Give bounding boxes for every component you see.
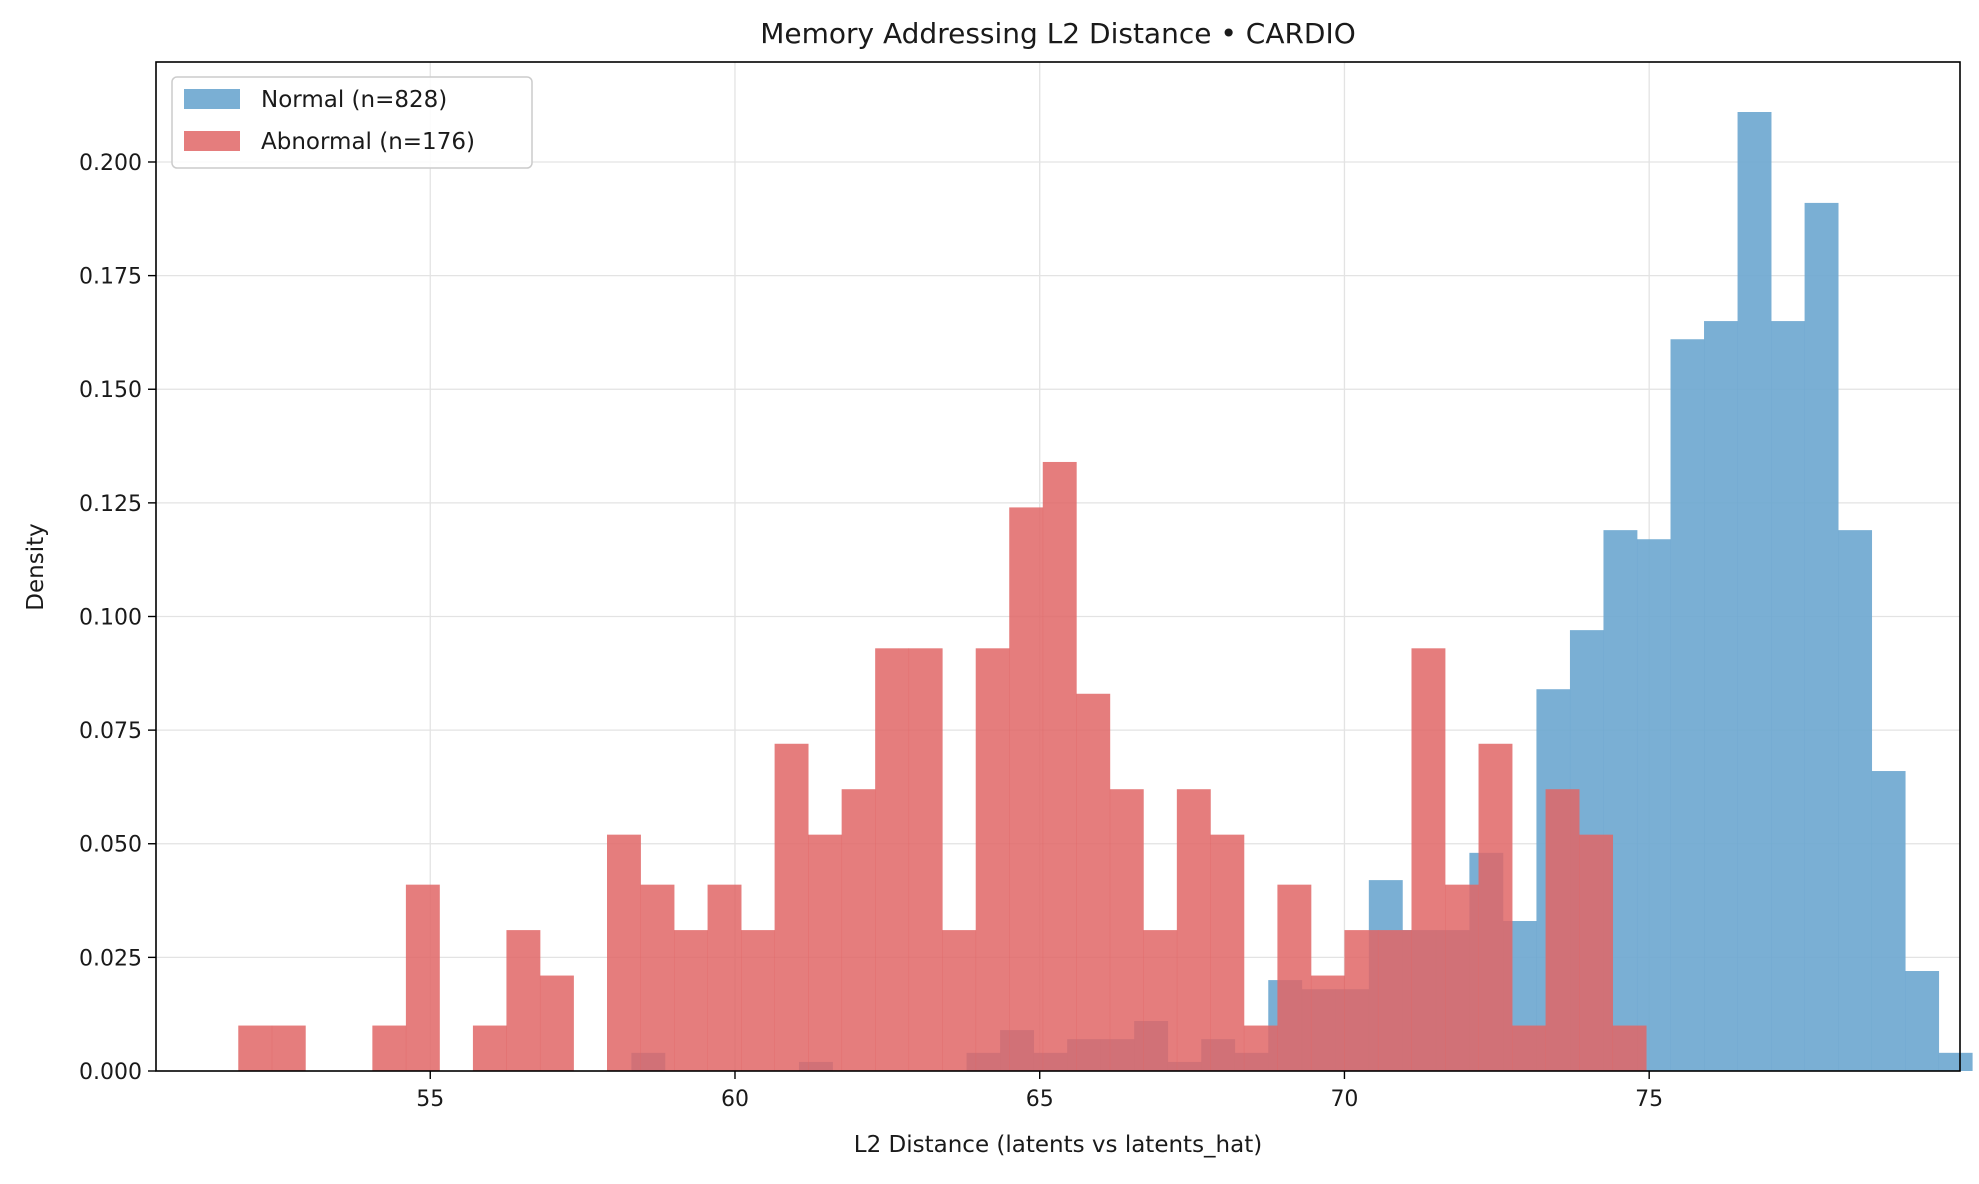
bar-abnormal xyxy=(1512,1025,1546,1071)
bar-abnormal xyxy=(674,930,708,1071)
bar-abnormal xyxy=(238,1025,273,1071)
bar-normal xyxy=(1938,1052,1973,1071)
bar-abnormal xyxy=(372,1025,407,1071)
x-tick-label: 65 xyxy=(1026,1087,1054,1112)
bar-normal xyxy=(1804,202,1839,1071)
bar-abnormal xyxy=(539,975,574,1071)
bar-normal xyxy=(1905,971,1940,1071)
bar-abnormal xyxy=(472,1025,507,1071)
y-tick-label: 0.150 xyxy=(79,378,142,403)
legend-label-abnormal: Abnormal (n=176) xyxy=(261,129,475,155)
histogram-bars xyxy=(238,112,1973,1072)
y-tick-label: 0.200 xyxy=(79,151,142,176)
y-tick-label: 0.050 xyxy=(79,833,142,858)
y-tick-label: 0.100 xyxy=(79,605,142,630)
bar-abnormal xyxy=(975,648,1010,1071)
bar-normal xyxy=(1704,321,1738,1071)
bar-normal xyxy=(1838,530,1873,1071)
legend-box xyxy=(171,76,533,169)
bar-normal xyxy=(1670,339,1705,1071)
bar-abnormal xyxy=(1612,1025,1647,1071)
bar-abnormal xyxy=(1344,930,1379,1071)
chart-title: Memory Addressing L2 Distance • CARDIO xyxy=(760,17,1356,50)
bar-normal xyxy=(1871,771,1906,1071)
bar-abnormal xyxy=(875,648,910,1071)
x-tick-label: 70 xyxy=(1330,1087,1358,1112)
bar-abnormal xyxy=(841,789,876,1071)
bar-abnormal xyxy=(1143,930,1178,1071)
bar-abnormal xyxy=(506,930,541,1071)
y-tick-label: 0.025 xyxy=(79,946,142,971)
legend: Normal (n=828) Abnormal (n=176) xyxy=(171,76,533,169)
bar-abnormal xyxy=(908,648,943,1071)
bar-abnormal xyxy=(1377,930,1412,1071)
x-tick-label: 55 xyxy=(416,1087,444,1112)
bar-abnormal xyxy=(1411,648,1446,1071)
bar-abnormal xyxy=(1109,789,1144,1071)
bar-abnormal xyxy=(707,884,742,1071)
bar-abnormal xyxy=(1210,834,1245,1071)
x-tick-label: 60 xyxy=(721,1087,749,1112)
x-tick-label: 75 xyxy=(1635,1087,1663,1112)
y-axis-label: Density xyxy=(23,523,49,610)
plot-frame xyxy=(155,61,1961,1072)
bar-abnormal xyxy=(271,1025,306,1071)
bar-abnormal xyxy=(774,743,809,1071)
bar-abnormal xyxy=(1445,884,1479,1071)
bar-abnormal xyxy=(741,930,775,1071)
bar-abnormal xyxy=(1277,884,1312,1071)
legend-label-normal: Normal (n=828) xyxy=(261,87,447,113)
bar-abnormal xyxy=(1042,461,1077,1072)
legend-swatch-normal xyxy=(184,89,240,109)
legend-swatch-abnormal xyxy=(184,131,240,151)
x-axis-label: L2 Distance (latents vs latents_hat) xyxy=(854,1132,1262,1158)
y-tick-label: 0.075 xyxy=(79,719,142,744)
bar-abnormal xyxy=(1009,507,1044,1071)
bar-abnormal xyxy=(640,884,675,1071)
bar-abnormal xyxy=(1478,743,1513,1071)
y-tick-label: 0.175 xyxy=(79,265,142,290)
y-tick-label: 0.000 xyxy=(79,1060,142,1085)
axis-ticks: 55 60 65 70 75 0.000 0.025 0.050 0.075 0.100 0.125… xyxy=(79,151,1663,1112)
bar-abnormal xyxy=(607,834,641,1071)
bar-abnormal xyxy=(1545,789,1580,1071)
bar-normal xyxy=(1636,539,1671,1071)
bar-normal xyxy=(1771,321,1805,1071)
y-tick-label: 0.125 xyxy=(79,492,142,517)
bar-abnormal xyxy=(942,930,977,1071)
bar-abnormal xyxy=(1076,693,1111,1071)
bar-abnormal xyxy=(1310,975,1345,1071)
bar-abnormal xyxy=(808,834,843,1071)
bar-normal xyxy=(1737,112,1772,1071)
bar-abnormal xyxy=(1176,789,1211,1071)
bar-abnormal xyxy=(405,884,440,1071)
bar-abnormal xyxy=(1579,834,1614,1071)
bar-abnormal xyxy=(1243,1025,1278,1071)
